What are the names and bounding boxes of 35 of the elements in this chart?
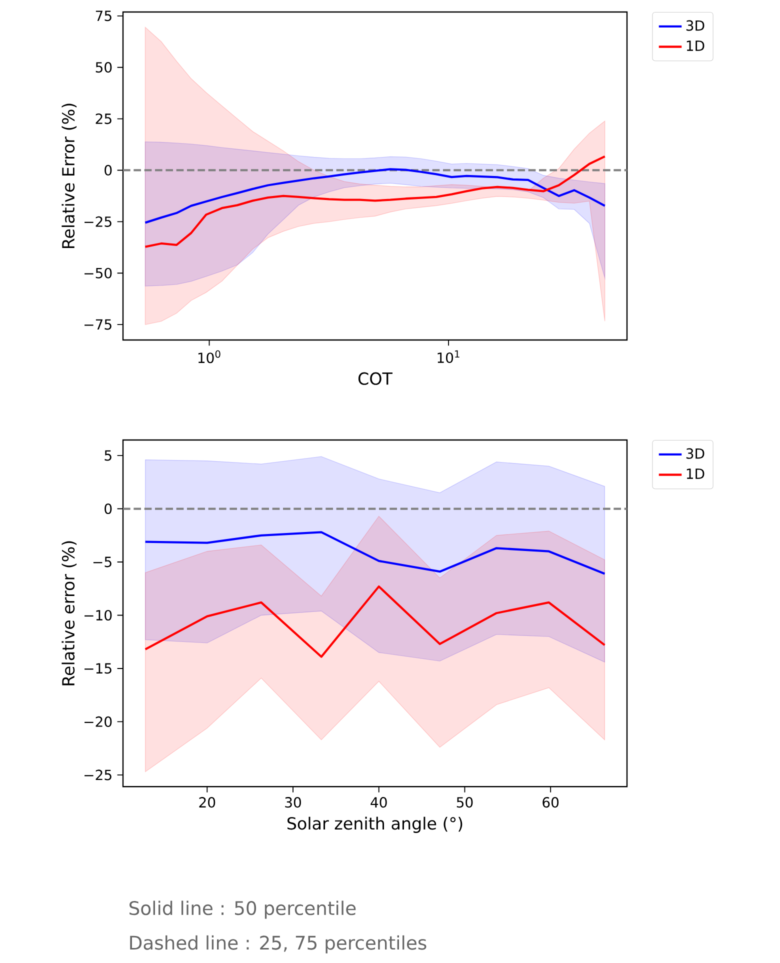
line-series [144, 585, 606, 658]
x-tick-label: 50 [456, 797, 473, 808]
legend-label: 3D [686, 448, 704, 459]
y-tick-label: −25 [84, 216, 112, 227]
y-tick-label: −5 [93, 556, 112, 568]
y-tick-label: −15 [84, 663, 112, 674]
line-series [144, 155, 606, 248]
x-tick-label: 20 [199, 797, 216, 808]
line-series [144, 168, 606, 224]
x-axis-title: COT [358, 372, 393, 385]
line-series [144, 531, 606, 575]
x-tick-label: 60 [542, 797, 559, 808]
legend-label: 3D [686, 20, 704, 31]
text: Solid line : 50 percentile [130, 900, 356, 919]
x-tick-label: 40 [370, 797, 387, 808]
x-axis-title: Solar zenith angle (°) [287, 816, 462, 833]
y-axis-title: Relative Error (%) [62, 104, 77, 248]
y-tick-label: −10 [84, 610, 112, 621]
x-tick-label: 10$^{1}$ [438, 350, 460, 364]
y-tick-label: 50 [96, 62, 112, 73]
y-tick-label: 75 [96, 10, 112, 22]
y-tick-label: −20 [84, 716, 112, 727]
legend-label: 1D [686, 468, 704, 479]
legend-label: 1D [686, 40, 704, 51]
x-tick-label: 10$^{0}$ [198, 350, 220, 364]
text: Dashed line : 25, 75 percentiles [130, 935, 426, 954]
y-tick-label: −50 [84, 268, 112, 278]
y-tick-label: 5 [104, 450, 112, 461]
y-tick-label: −75 [84, 319, 112, 330]
y-axis-title: Relative error (%) [62, 541, 77, 686]
y-tick-label: 25 [96, 113, 112, 124]
y-tick-label: 0 [104, 503, 112, 514]
y-tick-label: −25 [84, 770, 112, 780]
x-tick-label: 30 [285, 797, 301, 808]
y-tick-label: 0 [104, 164, 112, 176]
